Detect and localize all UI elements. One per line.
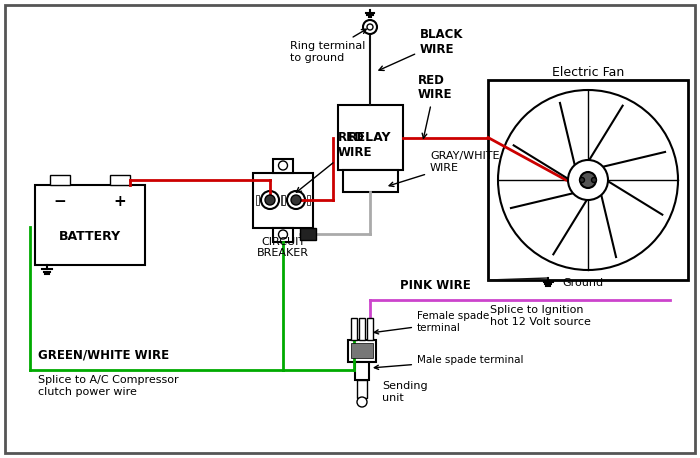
Circle shape: [291, 195, 301, 205]
Text: −: −: [54, 193, 66, 208]
Text: GRAY/WHITE
WIRE: GRAY/WHITE WIRE: [389, 151, 500, 186]
Circle shape: [592, 178, 596, 182]
Bar: [351, 343, 373, 358]
Bar: [50, 175, 70, 185]
Circle shape: [357, 397, 367, 407]
Bar: [342, 170, 398, 192]
Circle shape: [568, 160, 608, 200]
Text: Splice to A/C Compressor
clutch power wire: Splice to A/C Compressor clutch power wi…: [38, 375, 178, 397]
Text: Splice to Ignition
hot 12 Volt source: Splice to Ignition hot 12 Volt source: [490, 305, 591, 327]
Text: GREEN/WHITE WIRE: GREEN/WHITE WIRE: [38, 349, 169, 362]
Bar: [273, 158, 293, 173]
Circle shape: [287, 191, 305, 209]
Bar: [488, 80, 688, 280]
Circle shape: [580, 172, 596, 188]
Circle shape: [279, 161, 288, 170]
Bar: [367, 318, 373, 340]
Bar: [300, 228, 316, 240]
Bar: [256, 195, 259, 205]
Text: +: +: [113, 193, 127, 208]
Circle shape: [498, 90, 678, 270]
Circle shape: [279, 230, 288, 239]
Bar: [357, 380, 367, 398]
Text: Sending
unit: Sending unit: [382, 381, 428, 403]
Bar: [253, 173, 313, 228]
Bar: [110, 175, 130, 185]
Text: RED
WIRE: RED WIRE: [296, 131, 372, 192]
Bar: [348, 340, 376, 362]
Text: RELAY: RELAY: [349, 131, 392, 144]
Text: CIRCUIT
BREAKER: CIRCUIT BREAKER: [257, 237, 309, 258]
Text: Male spade terminal: Male spade terminal: [374, 355, 524, 370]
Text: RED
WIRE: RED WIRE: [417, 73, 452, 138]
Bar: [273, 228, 293, 241]
Circle shape: [367, 24, 373, 30]
Circle shape: [261, 191, 279, 209]
Text: Ring terminal
to ground: Ring terminal to ground: [290, 29, 366, 63]
Text: Ground: Ground: [562, 278, 603, 288]
Text: Female spade
terminal: Female spade terminal: [374, 311, 489, 334]
Bar: [337, 105, 402, 170]
Circle shape: [265, 195, 275, 205]
Circle shape: [363, 20, 377, 34]
Text: Electric Fan: Electric Fan: [552, 65, 624, 78]
Bar: [355, 362, 369, 380]
Bar: [359, 318, 365, 340]
Text: PINK WIRE: PINK WIRE: [400, 279, 470, 292]
Bar: [351, 318, 357, 340]
Circle shape: [580, 178, 584, 182]
Bar: [281, 195, 284, 205]
Text: BLACK
WIRE: BLACK WIRE: [379, 28, 463, 71]
Text: BATTERY: BATTERY: [59, 230, 121, 244]
Bar: [35, 185, 145, 265]
Bar: [307, 195, 310, 205]
Bar: [282, 195, 285, 205]
